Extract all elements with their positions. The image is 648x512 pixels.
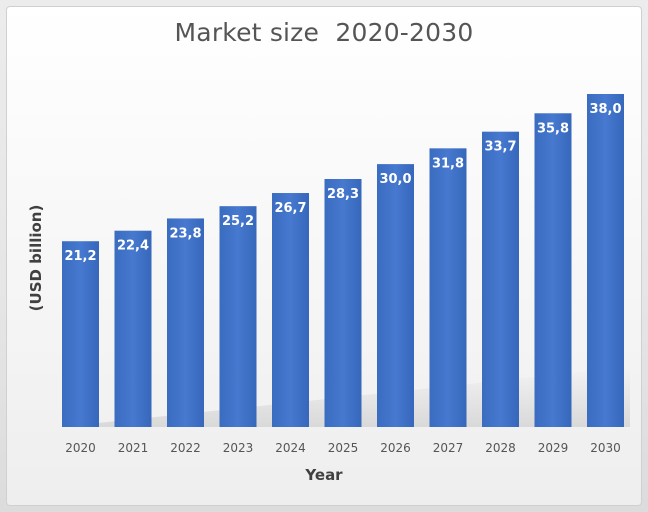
value-label-2021: 22,4: [117, 239, 149, 254]
value-label-2025: 28,3: [327, 187, 359, 202]
x-tick-2023: 2023: [223, 441, 254, 455]
bar-2021: [114, 230, 152, 427]
x-tick-2027: 2027: [433, 441, 464, 455]
x-tick-2029: 2029: [538, 441, 569, 455]
bar-2027: [429, 148, 467, 427]
value-label-2029: 35,8: [537, 121, 569, 136]
bar-2028: [482, 131, 519, 427]
bar-2022: [167, 218, 204, 427]
value-label-2020: 21,2: [64, 249, 96, 264]
bar-2025: [324, 179, 362, 427]
x-tick-2030: 2030: [590, 441, 621, 455]
value-label-2028: 33,7: [484, 140, 516, 155]
value-label-2027: 31,8: [432, 156, 464, 171]
x-tick-2022: 2022: [170, 441, 201, 455]
bars-group: [62, 94, 624, 428]
bar-2023: [219, 206, 257, 427]
x-tick-2020: 2020: [65, 441, 96, 455]
bar-2026: [377, 164, 414, 427]
x-tick-2028: 2028: [485, 441, 516, 455]
bar-2030: [587, 94, 624, 427]
value-label-2030: 38,0: [589, 102, 621, 117]
value-label-2023: 25,2: [222, 214, 254, 229]
value-labels-group: 21,2 22,4 23,8 25,2 26,7 28,3 30,0 31,8 33,7 35,8…: [64, 102, 621, 264]
value-label-2024: 26,7: [274, 201, 306, 216]
value-label-2022: 23,8: [169, 226, 201, 241]
x-axis-label: Year: [305, 466, 343, 484]
x-tick-2021: 2021: [118, 441, 149, 455]
value-label-2026: 30,0: [379, 172, 411, 187]
x-tick-2026: 2026: [380, 441, 411, 455]
x-tick-2025: 2025: [328, 441, 359, 455]
bar-2020: [62, 241, 99, 427]
chart-title: Market size 2020-2030: [174, 18, 474, 47]
bar-2024: [272, 193, 309, 427]
x-tick-2024: 2024: [275, 441, 306, 455]
bar-2029: [534, 113, 572, 428]
x-tick-labels-group: 2020 2021 2022 2023 2024 2025 2026 2027 2028 2029…: [65, 441, 621, 455]
